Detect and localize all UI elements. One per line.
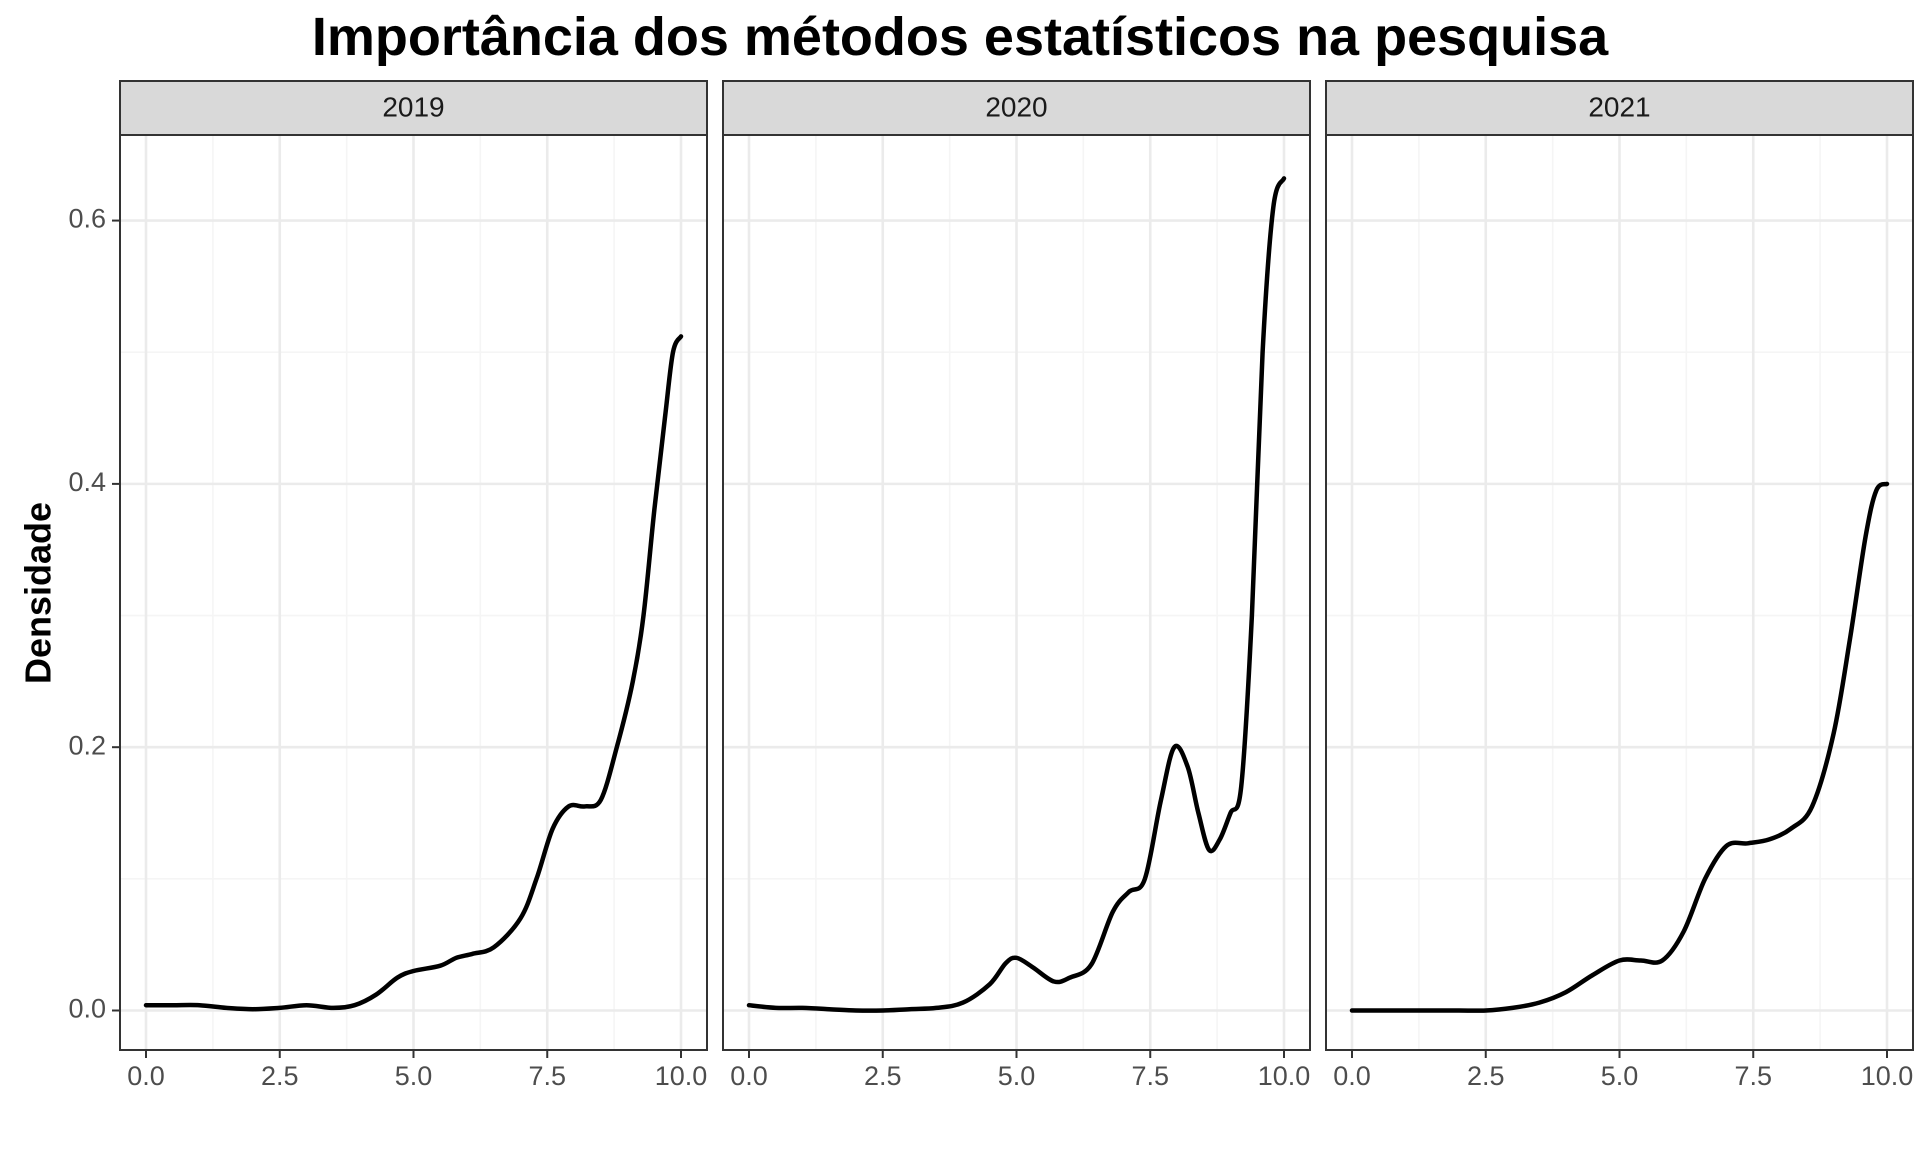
y-tick-label: 0.4 xyxy=(68,467,106,497)
density-line-2020 xyxy=(746,176,1287,1013)
facet-strip-label: 2021 xyxy=(1588,91,1650,122)
y-axis-label: Densidade xyxy=(18,502,59,684)
density-line-2021 xyxy=(1349,481,1890,1013)
x-tick-label: 2.5 xyxy=(261,1061,299,1091)
facet-strip xyxy=(1325,80,1914,136)
facet-panel-2021: 2021 0.0 2.5 5.0 7.5 10.0 xyxy=(1325,80,1914,1091)
chart-title: Importância dos métodos estatísticos na … xyxy=(311,7,1609,67)
x-tick-label: 5.0 xyxy=(1601,1061,1639,1091)
x-tick-label: 7.5 xyxy=(1734,1061,1772,1091)
facet-strip-label: 2019 xyxy=(382,91,444,122)
facet-strip xyxy=(119,80,708,136)
density-line-2019 xyxy=(143,334,684,1012)
x-tick-label: 7.5 xyxy=(528,1061,566,1091)
facet-strip-label: 2020 xyxy=(985,91,1047,122)
y-axis-label-group: Densidade xyxy=(18,502,59,684)
x-tick-label: 0.0 xyxy=(127,1061,165,1091)
y-tick-label: 0.0 xyxy=(68,994,106,1024)
x-tick-label: 10.0 xyxy=(1258,1061,1311,1091)
x-tick-label: 0.0 xyxy=(730,1061,768,1091)
x-tick-label: 10.0 xyxy=(655,1061,708,1091)
x-tick-label: 7.5 xyxy=(1131,1061,1169,1091)
x-tick-label: 2.5 xyxy=(864,1061,902,1091)
y-tick-label: 0.6 xyxy=(68,204,106,234)
facet-panel-2020: 2020 0.0 2.5 5.0 7.5 10.0 xyxy=(722,80,1311,1091)
facet-panel-2019: 2019 0.0 2.5 5.0 7.5 10.0 0.0 0.2 0.4 0.6 xyxy=(68,80,708,1091)
facet-strip xyxy=(722,80,1311,136)
x-tick-label: 0.0 xyxy=(1333,1061,1371,1091)
x-tick-label: 5.0 xyxy=(395,1061,433,1091)
x-tick-label: 2.5 xyxy=(1467,1061,1505,1091)
y-tick-label: 0.2 xyxy=(68,730,106,760)
x-tick-label: 10.0 xyxy=(1861,1061,1914,1091)
x-tick-label: 5.0 xyxy=(998,1061,1036,1091)
